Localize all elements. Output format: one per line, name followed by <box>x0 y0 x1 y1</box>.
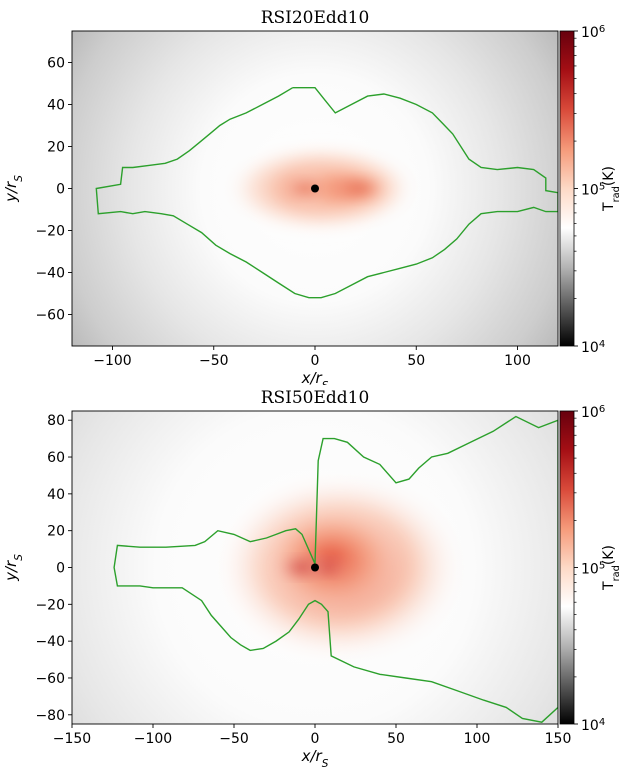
chart-title: RSI50Edd10 <box>261 388 370 408</box>
x-tick-label: −150 <box>53 731 91 747</box>
chart-top: −100 −50 0 50 100 −60 −40 −20 0 20 40 60 RSI20Edd10 x… <box>2 8 622 385</box>
x-tick-label: 0 <box>311 731 320 747</box>
x-tick-label: 50 <box>407 353 425 369</box>
colorbar-tick-label: 105 <box>581 181 605 199</box>
hot-region-2 <box>280 178 330 199</box>
y-tick-label: 60 <box>47 450 65 466</box>
colorbar-tick-label: 104 <box>581 717 605 735</box>
colorbar-tick-label: 105 <box>581 560 605 578</box>
heatmap-area <box>72 31 558 346</box>
y-tick-label: −20 <box>35 597 65 613</box>
y-tick-label: −80 <box>35 708 65 724</box>
colorbar-tick-label: 106 <box>581 24 605 42</box>
y-tick-label: −20 <box>35 224 65 240</box>
chart-title: RSI20Edd10 <box>261 8 370 28</box>
hot-region-3 <box>331 175 388 202</box>
x-tick-label: 150 <box>545 731 572 747</box>
colorbar-tick-label: 104 <box>581 339 605 357</box>
y-tick-label: −40 <box>35 634 65 650</box>
y-tick-label: 40 <box>47 487 65 503</box>
photosphere-contour <box>95 86 558 299</box>
x-tick-label: 50 <box>387 731 405 747</box>
x-axis-label: x/rS <box>301 747 329 768</box>
hot-region-1 <box>258 503 405 614</box>
y-tick-label: 0 <box>56 561 65 577</box>
y-axis-label: y/rS <box>2 554 25 582</box>
x-tick-label: −100 <box>93 353 131 369</box>
y-tick-label: −40 <box>35 266 65 282</box>
colorbar-tick-label: 106 <box>581 404 605 422</box>
chart-panel-bottom: −150 −100 −50 0 50 100 150 −80 −60 −40 −20 0 20 40 60 8… <box>0 385 632 768</box>
colorbar <box>559 30 575 347</box>
x-tick-label: −100 <box>134 731 172 747</box>
x-tick-label: −50 <box>199 353 229 369</box>
black-hole-marker <box>311 184 319 193</box>
y-tick-label: 20 <box>47 524 65 540</box>
y-tick-label: 0 <box>56 182 65 198</box>
x-tick-label: −50 <box>219 731 249 747</box>
colorbar-label: Trad(K) <box>601 166 622 212</box>
x-tick-label: 100 <box>464 731 491 747</box>
y-tick-label: 60 <box>47 56 65 72</box>
x-axis-label: x/rS <box>301 369 329 385</box>
y-tick-label: 20 <box>47 140 65 156</box>
chart-panel-top: −100 −50 0 50 100 −60 −40 −20 0 20 40 60 RSI20Edd10 x… <box>2 8 622 385</box>
black-hole-marker <box>311 563 319 572</box>
colorbar <box>559 410 575 725</box>
chart-bottom: −150 −100 −50 0 50 100 150 −80 −60 −40 −20 0 20 40 60 8… <box>2 388 622 768</box>
photosphere-contour <box>113 415 558 723</box>
x-tick-label: 0 <box>311 353 320 369</box>
y-axis-label: y/rS <box>2 175 25 203</box>
x-tick-label: 100 <box>504 353 531 369</box>
y-tick-label: 80 <box>47 413 65 429</box>
hot-region-3 <box>308 558 348 577</box>
colorbar-label: Trad(K) <box>601 545 622 591</box>
y-tick-label: −60 <box>35 671 65 687</box>
heatmap-area <box>72 411 558 724</box>
y-tick-label: 40 <box>47 98 65 114</box>
y-tick-label: −60 <box>35 308 65 324</box>
